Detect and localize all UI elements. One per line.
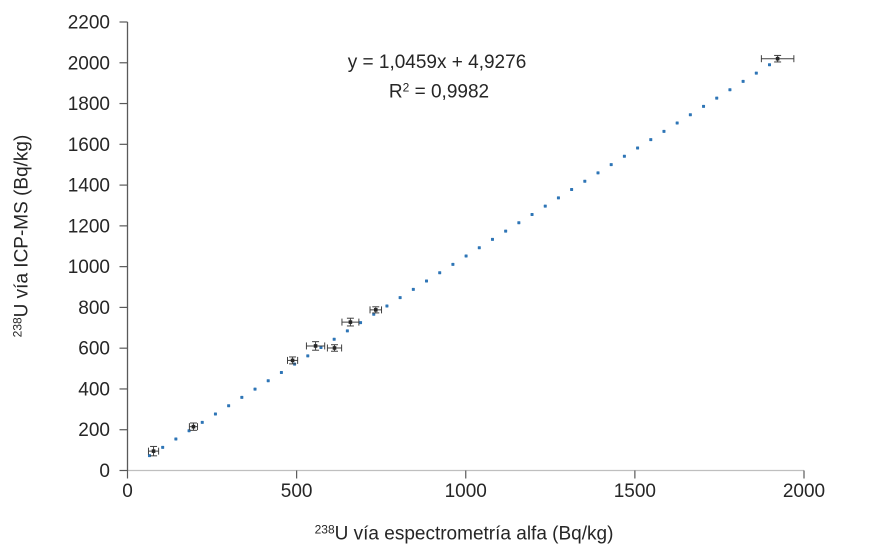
y-tick-label: 1600 — [68, 135, 110, 156]
trendline-dot — [398, 296, 402, 300]
data-point-marker — [348, 320, 353, 324]
r-squared-value: = 0,9982 — [409, 81, 490, 103]
y-tick-label: 200 — [78, 420, 110, 441]
data-point-marker — [191, 424, 196, 429]
trendline-dot — [702, 104, 706, 108]
data-point-marker — [373, 308, 378, 312]
trendline-dot — [649, 138, 653, 142]
trendline-dot — [200, 420, 204, 424]
x-tick-label: 0 — [122, 481, 133, 502]
y-axis-title-text: U vía ICP-MS (Bq/kg) — [11, 134, 33, 318]
trendline-equation: y = 1,0459x + 4,9276 — [347, 52, 527, 73]
trendline-dot — [332, 337, 336, 341]
y-tick-label: 0 — [99, 461, 110, 482]
trendline-dot — [306, 354, 310, 358]
r-squared-base: R — [388, 81, 403, 103]
trendline-dot — [556, 196, 560, 200]
data-point-marker — [290, 358, 295, 363]
trendline-dot — [147, 454, 151, 458]
trendline-dot — [741, 79, 745, 83]
r-squared-superscript: 2 — [402, 80, 410, 95]
data-point-marker — [313, 344, 318, 348]
trendline-dot — [451, 262, 455, 266]
data-point-marker — [775, 56, 780, 61]
trendline-dot — [438, 271, 442, 275]
y-tick-label: 1000 — [68, 257, 110, 278]
trendline-dot — [385, 304, 389, 308]
y-tick-label: 1200 — [68, 216, 110, 237]
x-tick-label: 1500 — [614, 481, 656, 502]
y-tick-label: 800 — [78, 298, 110, 319]
trendline-dot — [213, 412, 217, 416]
trendline-dot — [490, 237, 494, 241]
x-axis-title-superscript: 238 — [314, 522, 335, 537]
data-point-marker — [332, 346, 337, 350]
trendline-dot — [266, 379, 270, 383]
trendline-dot — [688, 113, 692, 117]
trendline-dot — [227, 404, 231, 408]
trendline-dot — [636, 146, 640, 150]
y-axis-title: 238U vía ICP-MS (Bq/kg) — [11, 135, 34, 338]
trendline-dot — [662, 129, 666, 133]
trendline-dot — [345, 329, 349, 333]
y-axis-title-superscript: 238 — [10, 317, 25, 338]
data-point-marker — [151, 449, 156, 453]
x-tick-label: 2000 — [783, 481, 825, 502]
trendline-dot — [161, 445, 165, 449]
x-axis-title-text: U vía espectrometría alfa (Bq/kg) — [334, 523, 614, 545]
trendline-dot — [240, 395, 244, 399]
trendline-dot — [464, 254, 468, 258]
trendline-dot — [530, 212, 534, 216]
trendline-dot — [570, 188, 574, 192]
x-tick-label: 1000 — [445, 481, 487, 502]
y-tick-label: 1800 — [68, 94, 110, 115]
y-tick-label: 2200 — [68, 13, 110, 34]
trendline-dot — [543, 204, 547, 208]
trendline-dot — [715, 96, 719, 100]
trendline-dot — [253, 387, 257, 391]
y-tick-label: 600 — [78, 339, 110, 360]
trendline-dot — [583, 179, 587, 183]
trendline-dot — [359, 321, 363, 325]
trendline-dot — [477, 246, 481, 250]
y-tick-label: 400 — [78, 379, 110, 400]
trendline-dot — [319, 346, 323, 350]
trendline-dot — [596, 171, 600, 175]
y-tick-label: 2000 — [68, 53, 110, 74]
r-squared-label: R2 = 0,9982 — [389, 81, 489, 104]
trendline-dot — [425, 279, 429, 283]
trendline-dot — [411, 287, 415, 291]
trendline-dot — [504, 229, 508, 233]
trendline-dot — [675, 121, 679, 125]
x-axis-title: 238U vía espectrometría alfa (Bq/kg) — [315, 523, 614, 546]
x-tick-label: 500 — [281, 481, 313, 502]
trendline-dot — [622, 154, 626, 158]
trendline-dot — [174, 437, 178, 441]
trendline-dot — [767, 63, 771, 67]
trendline-dot — [728, 88, 732, 92]
y-tick-label: 1400 — [68, 176, 110, 197]
trendline-dot — [517, 221, 521, 225]
trendline-dot — [372, 312, 376, 316]
trendline-dot — [609, 163, 613, 167]
trendline-dot — [754, 71, 758, 75]
trendline-dot — [279, 370, 283, 374]
